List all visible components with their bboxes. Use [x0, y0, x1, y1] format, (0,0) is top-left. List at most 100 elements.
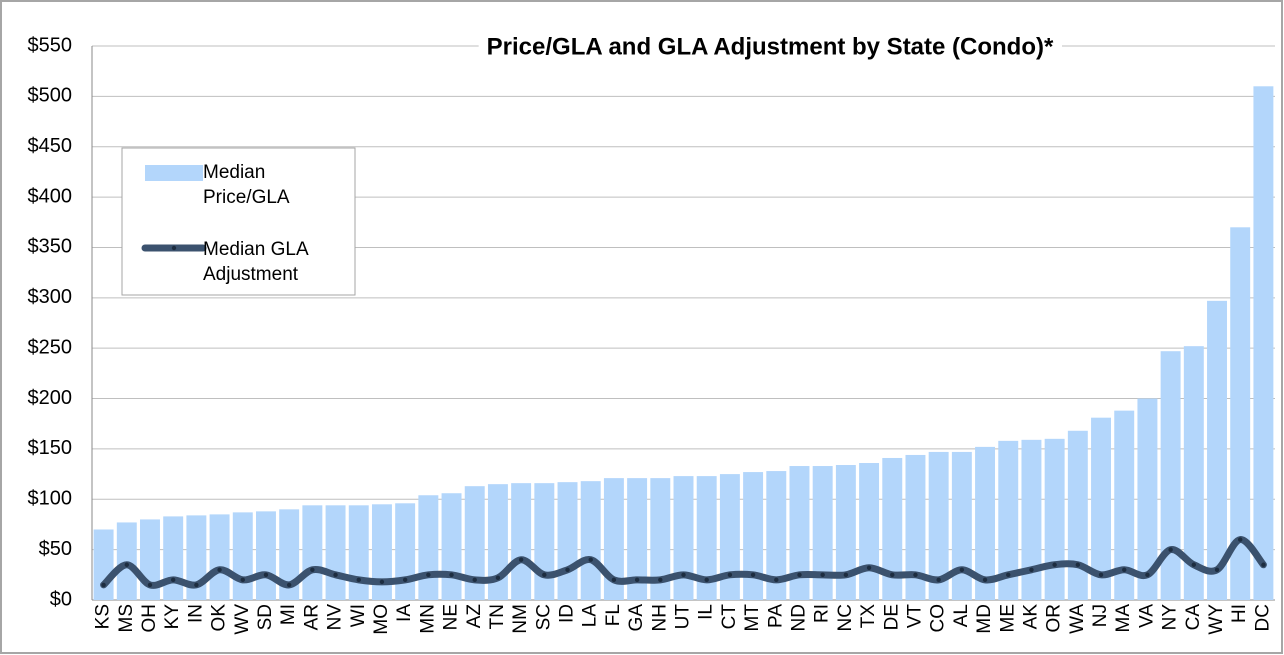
x-tick-label: KS: [93, 604, 114, 629]
bar: [371, 504, 392, 600]
line-point: [194, 582, 199, 588]
line-point: [704, 577, 709, 583]
line-point: [890, 572, 895, 578]
y-tick-label: $100: [28, 488, 73, 510]
bar: [882, 457, 903, 600]
x-tick-label: SD: [255, 604, 276, 630]
line-point: [866, 565, 872, 570]
bar: [325, 505, 346, 600]
bar: [279, 509, 300, 600]
x-tick-label: MA: [1113, 604, 1134, 633]
x-tick-label: SC: [533, 604, 554, 630]
line-point: [658, 577, 663, 583]
x-tick-label: UT: [673, 604, 694, 630]
line-point: [1029, 567, 1034, 572]
bar: [418, 495, 439, 600]
line-point: [101, 582, 106, 588]
y-tick-label: $500: [28, 85, 73, 107]
bar: [1091, 417, 1112, 600]
line-point: [1238, 537, 1243, 542]
title-background: [478, 29, 1063, 65]
bar: [209, 514, 230, 600]
bar: [998, 440, 1019, 600]
line-point: [1261, 562, 1266, 567]
bar: [580, 481, 601, 600]
bar: [1067, 430, 1088, 600]
x-tick-label: ME: [997, 604, 1018, 633]
x-tick-label: MT: [742, 604, 763, 632]
line-point: [170, 577, 176, 583]
x-tick-label: IA: [394, 604, 415, 622]
bar: [696, 476, 717, 600]
bar: [1207, 300, 1227, 600]
x-tick-label: LA: [580, 604, 601, 628]
x-tick-label: ID: [557, 604, 578, 623]
x-tick-label: NV: [325, 604, 346, 631]
line-point: [1006, 572, 1011, 578]
line-point: [797, 572, 802, 578]
x-tick-label: PA: [765, 604, 786, 628]
bar: [1114, 410, 1135, 600]
x-tick-label: KY: [162, 604, 183, 630]
bar: [557, 482, 578, 600]
legend-swatch-point: [171, 245, 177, 251]
line-point: [217, 567, 222, 572]
line-point: [472, 577, 477, 583]
x-tick-label: AK: [1020, 604, 1041, 630]
bar: [1230, 227, 1251, 601]
bar: [511, 483, 532, 600]
bar: [743, 472, 764, 600]
bar: [905, 454, 926, 600]
line-point: [240, 577, 245, 583]
line-point: [147, 582, 153, 588]
line-point: [495, 575, 501, 581]
bar: [1021, 439, 1042, 600]
line-point: [820, 572, 825, 578]
line-point: [936, 577, 941, 583]
bar: [302, 505, 323, 600]
x-tick-label: OR: [1044, 604, 1065, 633]
line-point: [356, 577, 361, 583]
x-tick-label: WA: [1067, 604, 1088, 634]
y-tick-label: $400: [28, 185, 73, 207]
line-point: [1075, 562, 1081, 567]
x-tick-label: DC: [1252, 604, 1273, 631]
bar: [766, 471, 787, 600]
x-tick-label: CA: [1183, 604, 1204, 631]
bar: [835, 465, 856, 600]
x-tick-label: MD: [974, 604, 995, 634]
bar: [534, 483, 555, 600]
bar: [1253, 86, 1274, 601]
bar: [395, 503, 416, 600]
bar: [975, 446, 996, 600]
x-tick-label: MN: [417, 604, 438, 634]
bar: [627, 478, 648, 600]
line-point: [426, 572, 431, 578]
x-tick-label: NE: [441, 604, 462, 630]
x-tick-label: VT: [904, 604, 925, 629]
x-tick-label: DE: [881, 604, 902, 630]
y-tick-label: $50: [39, 538, 72, 560]
x-tick-label: MI: [278, 604, 299, 625]
bar: [163, 516, 184, 600]
line-point: [1168, 547, 1173, 552]
bar: [232, 512, 253, 600]
y-tick-label: $550: [28, 34, 73, 56]
line-point: [1122, 567, 1127, 572]
y-tick-label: $200: [28, 387, 73, 409]
legend-label: Median GLA Adjustment: [203, 239, 309, 285]
x-tick-label: IL: [696, 604, 717, 620]
x-tick-label: AL: [951, 604, 972, 627]
x-tick-label: ND: [788, 604, 809, 631]
line-point: [611, 577, 617, 583]
x-tick-label: TN: [487, 604, 508, 629]
x-tick-label: AZ: [464, 604, 485, 629]
legend-swatch: [145, 165, 203, 181]
bar: [719, 474, 740, 600]
y-tick-label: $150: [28, 437, 73, 459]
line-point: [379, 579, 385, 585]
line-point: [959, 567, 965, 572]
y-tick-label: $450: [28, 135, 73, 157]
line-point: [681, 572, 686, 578]
